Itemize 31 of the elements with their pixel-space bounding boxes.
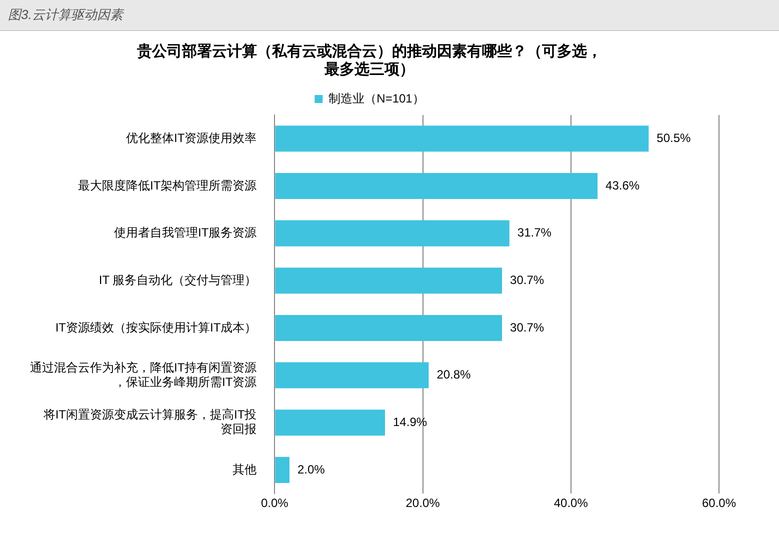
data-label: 20.8% xyxy=(436,368,472,382)
bar xyxy=(275,410,386,436)
y-tick-label: IT 服务自动化（交付与管理） xyxy=(98,272,257,287)
y-tick-label: IT资源绩效（按实际使用计算IT成本） xyxy=(55,320,257,334)
y-tick-label: 将IT闲置资源变成云计算服务，提高IT投资回报 xyxy=(42,408,257,436)
y-tick-label: 优化整体IT资源使用效率 xyxy=(126,130,257,145)
y-tick-label: 通过混合云作为补充，降低IT持有闲置资源，保证业务峰期所需IT资源 xyxy=(30,360,257,389)
data-label: 2.0% xyxy=(297,462,326,476)
bar xyxy=(275,456,290,483)
x-tick-label: 40.0% xyxy=(554,496,588,510)
y-tick-label: 其他 xyxy=(232,462,257,476)
bar xyxy=(275,172,598,199)
bar xyxy=(275,362,429,388)
data-label: 50.5% xyxy=(656,130,691,145)
y-tick-label: 最大限度降低IT架构管理所需资源 xyxy=(78,178,257,192)
x-tick-label: 0.0% xyxy=(260,496,289,510)
chart-title: 贵公司部署云计算（私有云或混合云）的推动因素有哪些？（可多选，最多选三项） xyxy=(136,42,602,78)
data-label: 30.7% xyxy=(510,320,544,334)
legend-label: 制造业（N=101） xyxy=(328,91,424,106)
data-label: 31.7% xyxy=(517,226,552,240)
bar xyxy=(275,268,502,294)
data-label: 14.9% xyxy=(393,414,428,429)
data-label: 43.6% xyxy=(606,178,640,192)
bar xyxy=(275,220,510,246)
caption: 图3.云计算驱动因素 xyxy=(8,6,123,24)
data-label: 30.7% xyxy=(510,272,544,287)
bar xyxy=(275,314,502,341)
x-tick-label: 60.0% xyxy=(702,496,736,510)
x-tick-label: 20.0% xyxy=(406,496,440,510)
bar xyxy=(275,126,649,152)
y-tick-label: 使用者自我管理IT服务资源 xyxy=(114,226,257,240)
